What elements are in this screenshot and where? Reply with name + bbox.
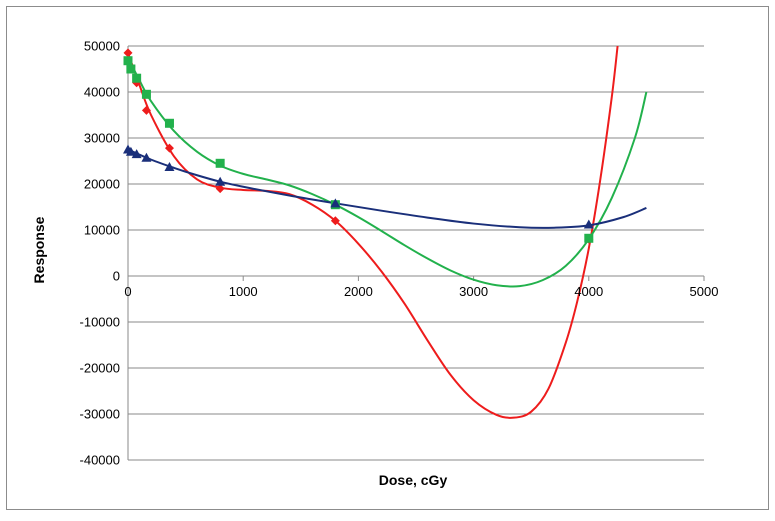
data-point-diamond xyxy=(330,216,340,226)
tick-labels: -40000-30000-20000-100000100002000030000… xyxy=(80,39,719,468)
x-tick-label: 2000 xyxy=(344,284,373,299)
data-point-square xyxy=(126,64,136,74)
x-tick-label: 4000 xyxy=(574,284,603,299)
data-point-square xyxy=(123,56,133,66)
data-markers xyxy=(123,48,594,244)
y-tick-label: 30000 xyxy=(84,131,120,146)
data-point-triangle xyxy=(330,198,341,208)
trendlines xyxy=(127,46,648,419)
data-point-triangle xyxy=(215,176,226,186)
y-tick-label: -40000 xyxy=(80,453,120,468)
x-tick-label: 1000 xyxy=(229,284,258,299)
y-tick-label: 0 xyxy=(113,269,120,284)
y-tick-label: -20000 xyxy=(80,361,120,376)
data-point-diamond xyxy=(123,48,133,58)
data-point-triangle xyxy=(141,152,152,162)
data-point-square xyxy=(215,158,225,168)
y-tick-label: 40000 xyxy=(84,85,120,100)
y-tick-label: 50000 xyxy=(84,39,120,54)
data-point-triangle xyxy=(164,161,175,171)
data-point-square xyxy=(164,118,174,128)
y-tick-label: -10000 xyxy=(80,315,120,330)
trendline-series-3 xyxy=(127,148,647,229)
data-point-diamond xyxy=(215,184,225,194)
trendline-series-1 xyxy=(127,46,619,419)
data-point-square xyxy=(132,73,142,83)
axes xyxy=(127,46,705,460)
x-axis-title: Dose, cGy xyxy=(379,472,448,488)
y-tick-label: 20000 xyxy=(84,177,120,192)
y-tick-label: -30000 xyxy=(80,407,120,422)
data-point-triangle xyxy=(125,146,136,156)
x-tick-label: 0 xyxy=(124,284,131,299)
data-point-diamond xyxy=(141,105,151,115)
trendline-series-2 xyxy=(127,57,648,288)
y-axis-title: Response xyxy=(31,216,47,283)
data-point-square xyxy=(584,233,594,243)
data-point-triangle xyxy=(583,219,594,229)
data-point-triangle xyxy=(131,149,142,159)
data-point-square xyxy=(141,89,151,99)
data-point-diamond xyxy=(164,143,174,153)
chart-border xyxy=(6,6,769,510)
x-tick-label: 3000 xyxy=(459,284,488,299)
x-tick-label: 5000 xyxy=(690,284,719,299)
y-tick-label: 10000 xyxy=(84,223,120,238)
